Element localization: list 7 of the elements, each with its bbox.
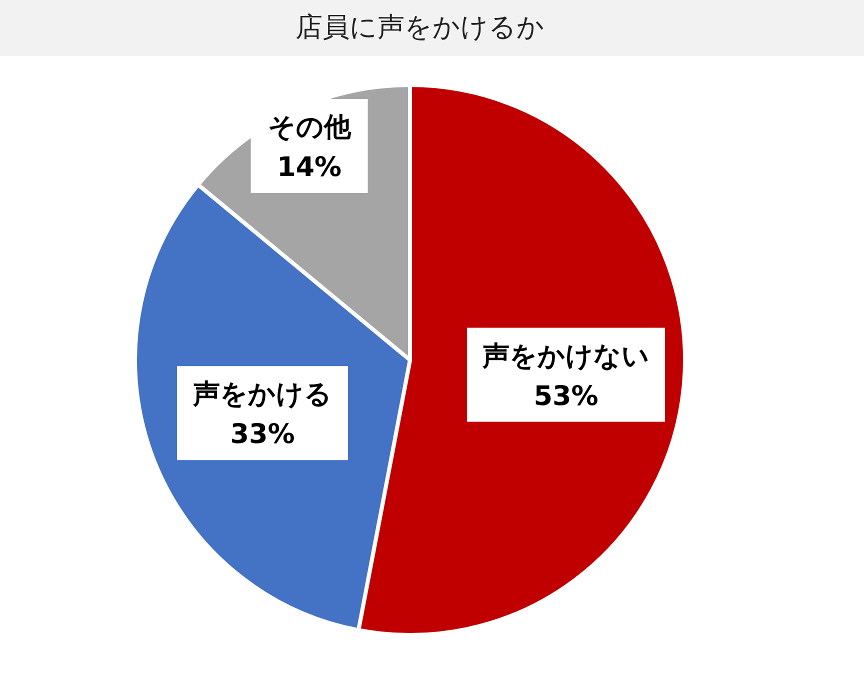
data-label: 33% xyxy=(230,419,295,450)
chart-title: 店員に声をかけるか xyxy=(296,12,544,43)
slice-label: 声をかけない xyxy=(482,340,650,372)
slice-label: その他 xyxy=(268,112,352,144)
slice-label: 声をかける xyxy=(192,379,332,410)
data-label: 53% xyxy=(534,380,598,412)
data-label: 14% xyxy=(276,152,342,184)
